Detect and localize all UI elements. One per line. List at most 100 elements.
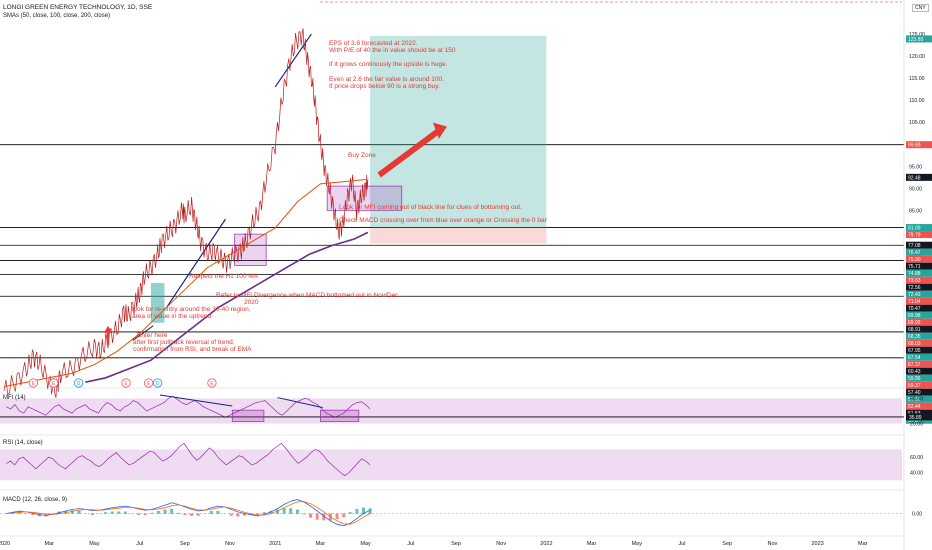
price-label: 74.88 bbox=[908, 271, 921, 277]
macd-line bbox=[6, 499, 371, 527]
price-label: 67.95 bbox=[908, 348, 921, 354]
x-tick-label: Nov bbox=[768, 541, 778, 547]
price-label-bg bbox=[906, 353, 932, 361]
macd-hist-bar bbox=[362, 507, 366, 514]
x-tick-label: 2023 bbox=[811, 541, 823, 547]
event-marker-label: D bbox=[156, 381, 160, 387]
price-label-bg bbox=[906, 248, 932, 256]
price-label: 76.47 bbox=[908, 250, 921, 256]
entry-arrow-head bbox=[103, 325, 112, 333]
price-label-bg bbox=[906, 276, 932, 284]
pullback-box bbox=[234, 233, 267, 266]
price-label-bg bbox=[906, 409, 932, 417]
price-label: 123.89 bbox=[908, 37, 924, 43]
price-label: 68.91 bbox=[908, 327, 921, 333]
macd-hist-bar bbox=[302, 513, 306, 515]
macd-legend[interactable]: MACD (12, 26, close, 9) bbox=[3, 497, 68, 503]
rsi-band bbox=[0, 449, 902, 481]
trend-line bbox=[166, 218, 226, 308]
price-label-bg bbox=[906, 311, 932, 319]
buy-zone-label: Buy Zone bbox=[348, 152, 376, 159]
price-label: 57.40 bbox=[908, 390, 921, 396]
price-label-bg bbox=[906, 283, 932, 291]
price-label-bg bbox=[906, 395, 932, 403]
price-label-bg bbox=[906, 231, 932, 239]
y-tick-label: 125.00 bbox=[909, 32, 925, 38]
mfi-value-bg bbox=[906, 413, 932, 421]
y-tick-label: 85.00 bbox=[909, 208, 922, 214]
event-marker-label: E bbox=[32, 381, 36, 387]
macd-hist-bar bbox=[262, 512, 266, 514]
price-label-bg bbox=[906, 402, 932, 410]
x-tick-label: Mar bbox=[316, 541, 326, 547]
macd-hist-bar bbox=[335, 513, 339, 520]
trend-line bbox=[132, 325, 154, 341]
price-label: 81.09 bbox=[908, 226, 921, 232]
sma_short-series-line bbox=[3, 179, 366, 388]
x-tick-label: May bbox=[89, 541, 100, 547]
macd-hist-bar bbox=[236, 513, 240, 517]
macd-hist-bar bbox=[342, 513, 346, 518]
mfi-value: 35.89 bbox=[909, 415, 922, 421]
macd-hist-bar bbox=[143, 513, 147, 516]
macd-hist-bar bbox=[150, 512, 154, 514]
y-tick-label: 105.00 bbox=[909, 120, 925, 126]
price-label: 52.44 bbox=[908, 404, 921, 410]
macd-hist-bar bbox=[256, 513, 260, 516]
x-tick-label: 2020 bbox=[0, 541, 10, 547]
event-marker-label: E bbox=[52, 381, 56, 387]
price-label: 92.48 bbox=[908, 175, 921, 181]
price-label: 67.37 bbox=[908, 362, 921, 368]
price-label-bg bbox=[906, 374, 932, 382]
price-series-line bbox=[3, 28, 369, 398]
x-tick-label: 2021 bbox=[269, 541, 281, 547]
x-tick-label: Sep bbox=[451, 541, 461, 547]
price-label-bg bbox=[906, 141, 932, 149]
price-label-bg bbox=[906, 224, 932, 232]
symbol-title[interactable]: LONGI GREEN ENERGY TECHNOLOGY, 1D, SSE bbox=[3, 4, 153, 11]
macd-hist-bar bbox=[156, 510, 160, 514]
enter-note: Enter here after first pullback reversal… bbox=[133, 332, 252, 353]
mfi-legend[interactable]: MFI (14) bbox=[3, 395, 26, 401]
rsi-legend[interactable]: RSI (14, close) bbox=[3, 440, 43, 446]
price-label: 50.87 bbox=[908, 418, 921, 424]
price-label: 59.86 bbox=[908, 376, 921, 382]
rsi-tick: 60.00 bbox=[910, 455, 923, 461]
trend-line bbox=[274, 33, 312, 88]
price-label-bg bbox=[906, 325, 932, 333]
macd-hist-bar bbox=[209, 510, 213, 514]
mfi-tick: 20.00 bbox=[910, 422, 923, 428]
mfi-tick: 80.00 bbox=[910, 396, 923, 402]
y-tick-label: 90.00 bbox=[909, 186, 922, 192]
price-label-bg bbox=[906, 381, 932, 389]
currency-badge: CNY bbox=[912, 4, 929, 12]
macd-hist-bar bbox=[315, 513, 319, 520]
divergence-note: Refer to MFI Divergence when MACD bottom… bbox=[216, 292, 399, 306]
price-label-bg bbox=[906, 262, 932, 270]
x-tick-label: Nov bbox=[225, 541, 235, 547]
x-tick-label: Jul bbox=[678, 541, 685, 547]
event-marker-label: D bbox=[77, 381, 81, 387]
price-label: 68.03 bbox=[908, 341, 921, 347]
macd-hist-bar bbox=[183, 513, 187, 516]
x-tick-label: 2022 bbox=[540, 541, 552, 547]
mfi-box bbox=[231, 409, 265, 422]
x-tick-label: Mar bbox=[44, 541, 54, 547]
macd-hist-bar bbox=[110, 511, 114, 514]
price-label: 70.47 bbox=[908, 306, 921, 312]
event-marker-label: E bbox=[147, 381, 151, 387]
y-tick-label: 115.00 bbox=[909, 76, 925, 82]
macd-hist-bar bbox=[123, 511, 127, 514]
sma-legend[interactable]: SMAs (50, close, 100, close, 200, close) bbox=[3, 13, 111, 19]
macd-hist-bar bbox=[117, 511, 121, 514]
y-tick-label: 120.00 bbox=[909, 54, 925, 60]
event-marker-label: E bbox=[210, 381, 214, 387]
macd-hist-bar bbox=[196, 513, 200, 516]
macd-hist-bar bbox=[355, 508, 359, 514]
x-tick-label: Jul bbox=[407, 541, 414, 547]
price-label: 69.92 bbox=[908, 320, 921, 326]
macd-hist-bar bbox=[295, 509, 299, 514]
mfi-box bbox=[320, 409, 360, 422]
